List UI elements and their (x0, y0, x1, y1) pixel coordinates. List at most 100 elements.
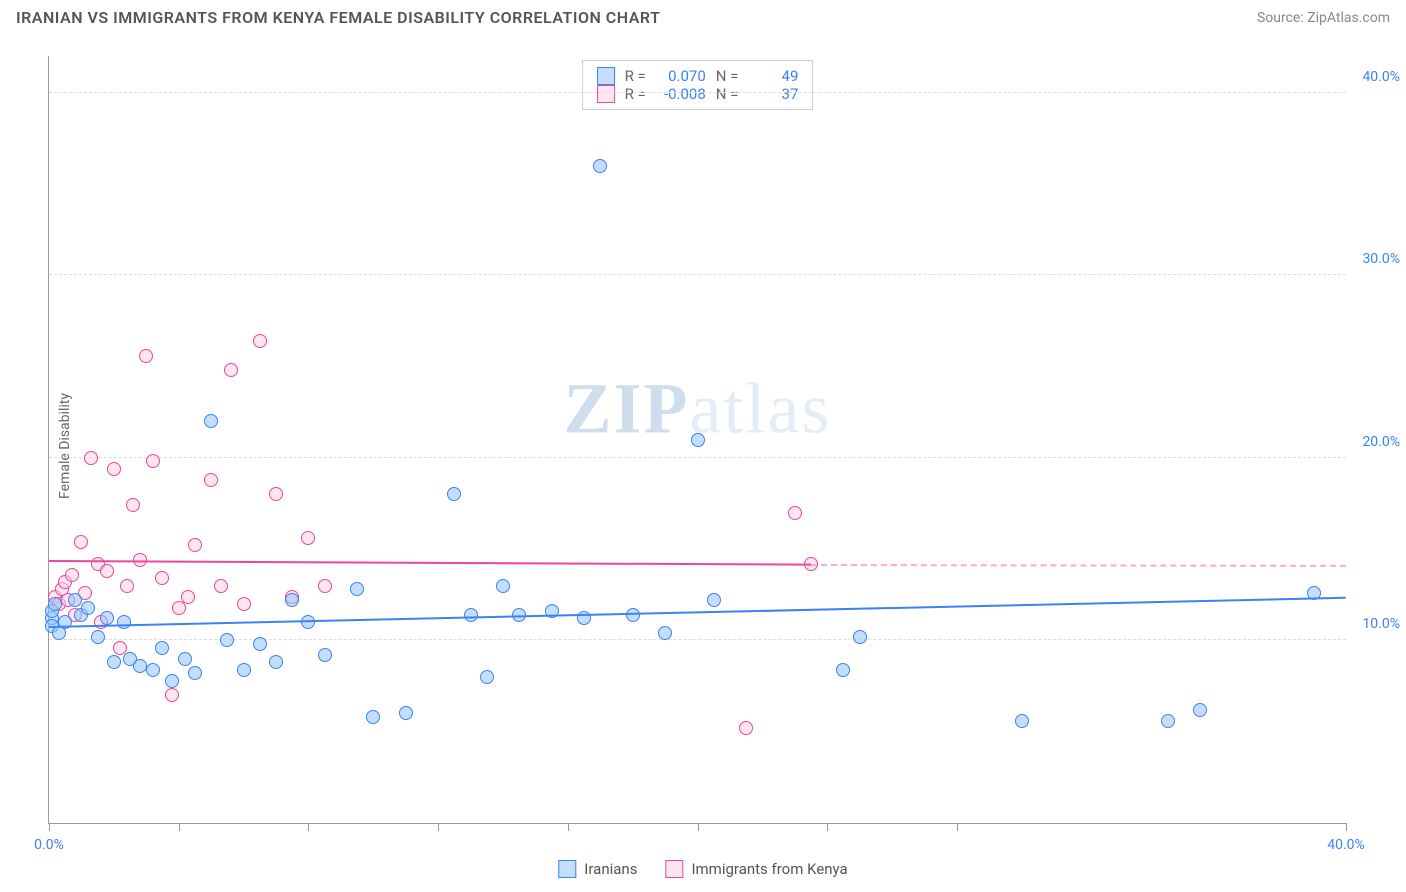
x-tick (698, 823, 699, 831)
data-point (237, 597, 251, 611)
data-point (480, 670, 494, 684)
data-point (165, 688, 179, 702)
data-point (237, 663, 251, 677)
data-point (74, 535, 88, 549)
correlation-legend: R = 0.070 N = 49 R = -0.008 N = 37 (582, 60, 814, 110)
r-value: 0.070 (656, 67, 706, 85)
r-value: -0.008 (656, 85, 706, 103)
watermark-zip: ZIP (564, 368, 690, 448)
data-point (1193, 703, 1207, 717)
y-tick-label: 20.0% (1362, 434, 1400, 450)
data-point (836, 663, 850, 677)
data-point (220, 633, 234, 647)
data-point (285, 593, 299, 607)
r-label: R = (625, 85, 646, 103)
data-point (117, 615, 131, 629)
data-point (81, 601, 95, 615)
data-point (181, 590, 195, 604)
data-point (48, 597, 62, 611)
x-tick (1346, 823, 1347, 831)
data-point (107, 655, 121, 669)
data-point (447, 487, 461, 501)
gridline (49, 92, 1346, 93)
data-point (350, 582, 364, 596)
data-point (399, 706, 413, 720)
data-point (204, 414, 218, 428)
legend-item-kenya: Immigrants from Kenya (665, 860, 847, 878)
data-point (593, 159, 607, 173)
n-value: 37 (748, 85, 798, 103)
data-point (269, 487, 283, 501)
square-icon (597, 85, 615, 103)
trendline (811, 564, 1346, 567)
data-point (253, 334, 267, 348)
data-point (91, 630, 105, 644)
data-point (496, 579, 510, 593)
data-point (188, 666, 202, 680)
data-point (318, 579, 332, 593)
square-icon (665, 860, 683, 878)
data-point (133, 659, 147, 673)
data-point (224, 363, 238, 377)
data-point (100, 611, 114, 625)
data-point (155, 641, 169, 655)
data-point (301, 531, 315, 545)
data-point (658, 626, 672, 640)
series-legend: Iranians Immigrants from Kenya (558, 860, 847, 878)
n-label: N = (716, 85, 739, 103)
y-tick-label: 10.0% (1362, 616, 1400, 632)
data-point (139, 349, 153, 363)
x-tick (827, 823, 828, 831)
x-tick (49, 823, 50, 831)
n-label: N = (716, 67, 739, 85)
data-point (155, 571, 169, 585)
data-point (318, 648, 332, 662)
x-tick (179, 823, 180, 831)
watermark-atlas: atlas (690, 368, 832, 448)
data-point (366, 710, 380, 724)
data-point (269, 655, 283, 669)
data-point (214, 579, 228, 593)
data-point (739, 721, 753, 735)
data-point (1161, 714, 1175, 728)
data-point (691, 433, 705, 447)
source-label: Source: ZipAtlas.com (1257, 10, 1390, 26)
data-point (120, 579, 134, 593)
gridline (49, 274, 1346, 275)
data-point (204, 473, 218, 487)
legend-item-iranians: Iranians (558, 860, 637, 878)
data-point (146, 454, 160, 468)
x-tick-label: 0.0% (34, 837, 64, 853)
data-point (65, 568, 79, 582)
data-point (707, 593, 721, 607)
scatter-chart: ZIPatlas R =0.070N =49R =-0.008N =37 10.… (48, 56, 1346, 824)
trendline (49, 560, 811, 566)
data-point (107, 462, 121, 476)
gridline (49, 457, 1346, 458)
data-point (100, 564, 114, 578)
legend-label: Immigrants from Kenya (691, 860, 847, 878)
x-tick (308, 823, 309, 831)
chart-title: IRANIAN VS IMMIGRANTS FROM KENYA FEMALE … (16, 8, 660, 27)
data-point (178, 652, 192, 666)
legend-label: Iranians (584, 860, 637, 878)
gridline (49, 639, 1346, 640)
data-point (853, 630, 867, 644)
r-label: R = (625, 67, 646, 85)
data-point (165, 674, 179, 688)
data-point (253, 637, 267, 651)
x-tick (438, 823, 439, 831)
x-tick (568, 823, 569, 831)
legend-row: R = -0.008 N = 37 (597, 85, 799, 103)
x-tick (957, 823, 958, 831)
square-icon (597, 67, 615, 85)
data-point (464, 608, 478, 622)
n-value: 49 (748, 67, 798, 85)
legend-row: R = 0.070 N = 49 (597, 67, 799, 85)
data-point (84, 451, 98, 465)
data-point (68, 593, 82, 607)
y-tick-label: 40.0% (1362, 69, 1400, 85)
data-point (1015, 714, 1029, 728)
square-icon (558, 860, 576, 878)
data-point (126, 498, 140, 512)
